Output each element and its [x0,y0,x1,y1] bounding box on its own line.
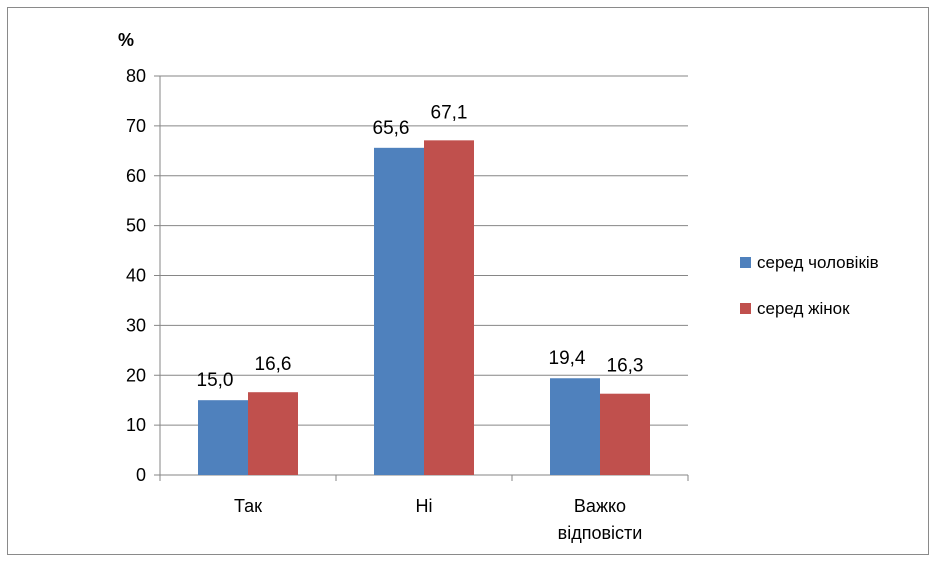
bar [550,378,600,475]
bar [248,392,298,475]
y-tick-label: 0 [136,465,146,485]
y-tick-label: 40 [126,266,146,286]
legend-swatch [740,303,751,314]
y-tick-label: 60 [126,166,146,186]
bar [600,393,650,475]
bar [198,400,248,475]
y-tick-label: 50 [126,216,146,236]
legend-label: серед жінок [757,299,850,318]
y-tick-label: 10 [126,415,146,435]
x-category-label: відповісти [558,523,643,543]
y-unit-label: % [118,30,134,50]
legend-label: серед чоловіків [757,253,879,272]
data-label: 67,1 [431,102,468,123]
y-tick-label: 70 [126,116,146,136]
data-labels: 15,0 65,6 19,4 16,6 67,1 16,3 [197,102,644,391]
y-tick-label: 30 [126,315,146,335]
data-label: 65,6 [373,118,410,139]
legend-swatch [740,257,751,268]
y-tick-label: 80 [126,66,146,86]
data-label: 16,3 [607,356,644,377]
bar [424,140,474,475]
data-label: 16,6 [255,354,292,375]
x-category-label: Важко [574,496,626,516]
axes: 0 10 20 30 40 50 60 70 80 Так Ні Важко відповісти [126,66,689,543]
data-label: 19,4 [549,348,586,369]
y-tick-label: 20 [126,365,146,385]
x-category-label: Так [234,496,262,516]
legend: серед чоловіків серед жінок [740,253,879,318]
data-label: 15,0 [197,370,234,391]
x-category-label: Ні [416,496,433,516]
bar [374,147,424,475]
bars [198,140,650,475]
